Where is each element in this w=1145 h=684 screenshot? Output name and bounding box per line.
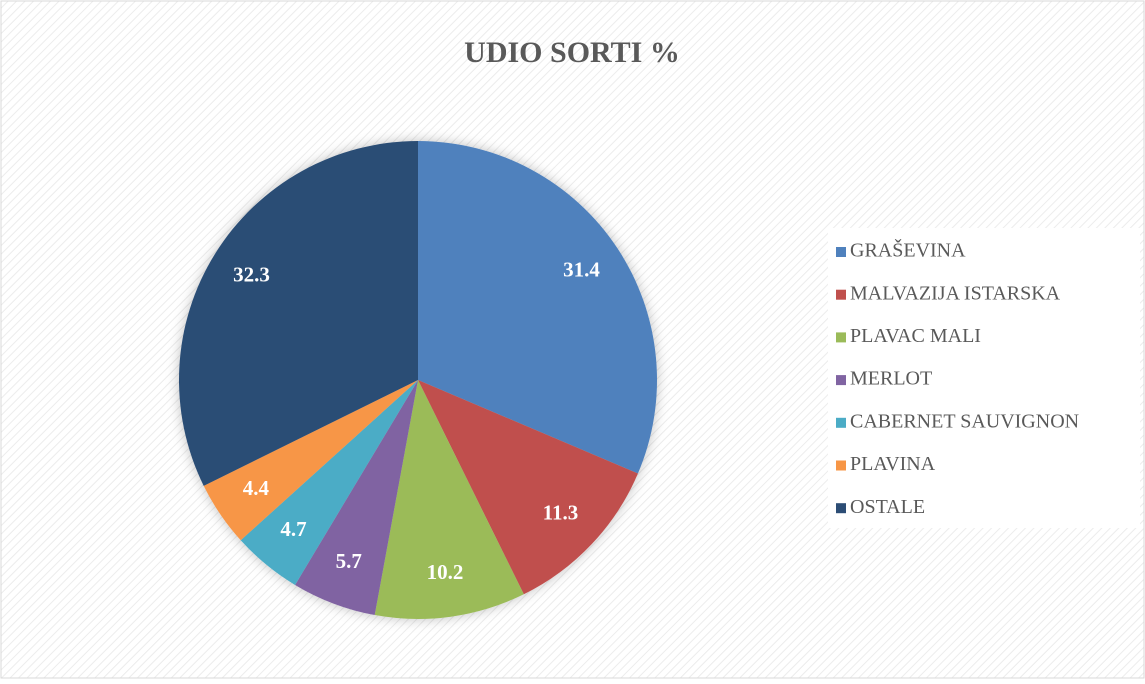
- legend-label: MALVAZIJA ISTARSKA: [850, 282, 1061, 304]
- data-label: 31.4: [563, 258, 600, 282]
- data-label: 11.3: [543, 500, 579, 524]
- chart-title: UDIO SORTI %: [464, 36, 680, 69]
- legend-label: MERLOT: [850, 368, 932, 390]
- legend-swatch: [836, 332, 846, 343]
- pie-slice: [374, 380, 524, 619]
- legend-swatch: [836, 460, 846, 471]
- legend-label: OSTALE: [850, 496, 925, 518]
- data-label: 4.7: [280, 517, 306, 541]
- data-label: 32.3: [233, 262, 270, 286]
- pie-slice: [295, 380, 418, 616]
- legend-swatch: [836, 289, 846, 300]
- pie-slice: [418, 141, 657, 474]
- pie-slice: [203, 380, 418, 541]
- pie-slice: [418, 380, 638, 595]
- pie-slice: [179, 141, 418, 486]
- pie: [179, 141, 657, 619]
- legend-swatch: [836, 503, 846, 514]
- data-label: 4.4: [243, 476, 270, 500]
- pie-slice: [240, 380, 418, 585]
- legend-label: PLAVINA: [850, 453, 936, 475]
- data-label: 10.2: [427, 560, 464, 584]
- legend-swatch: [836, 247, 846, 257]
- legend-background: [828, 228, 1140, 528]
- legend-label: PLAVAC MALI: [850, 325, 981, 347]
- legend-swatch: [836, 375, 846, 386]
- legend-label: GRAŠEVINA: [850, 238, 966, 262]
- data-label: 5.7: [336, 549, 362, 573]
- legend-label: CABERNET SAUVIGNON: [850, 410, 1079, 432]
- legend-swatch: [836, 417, 846, 428]
